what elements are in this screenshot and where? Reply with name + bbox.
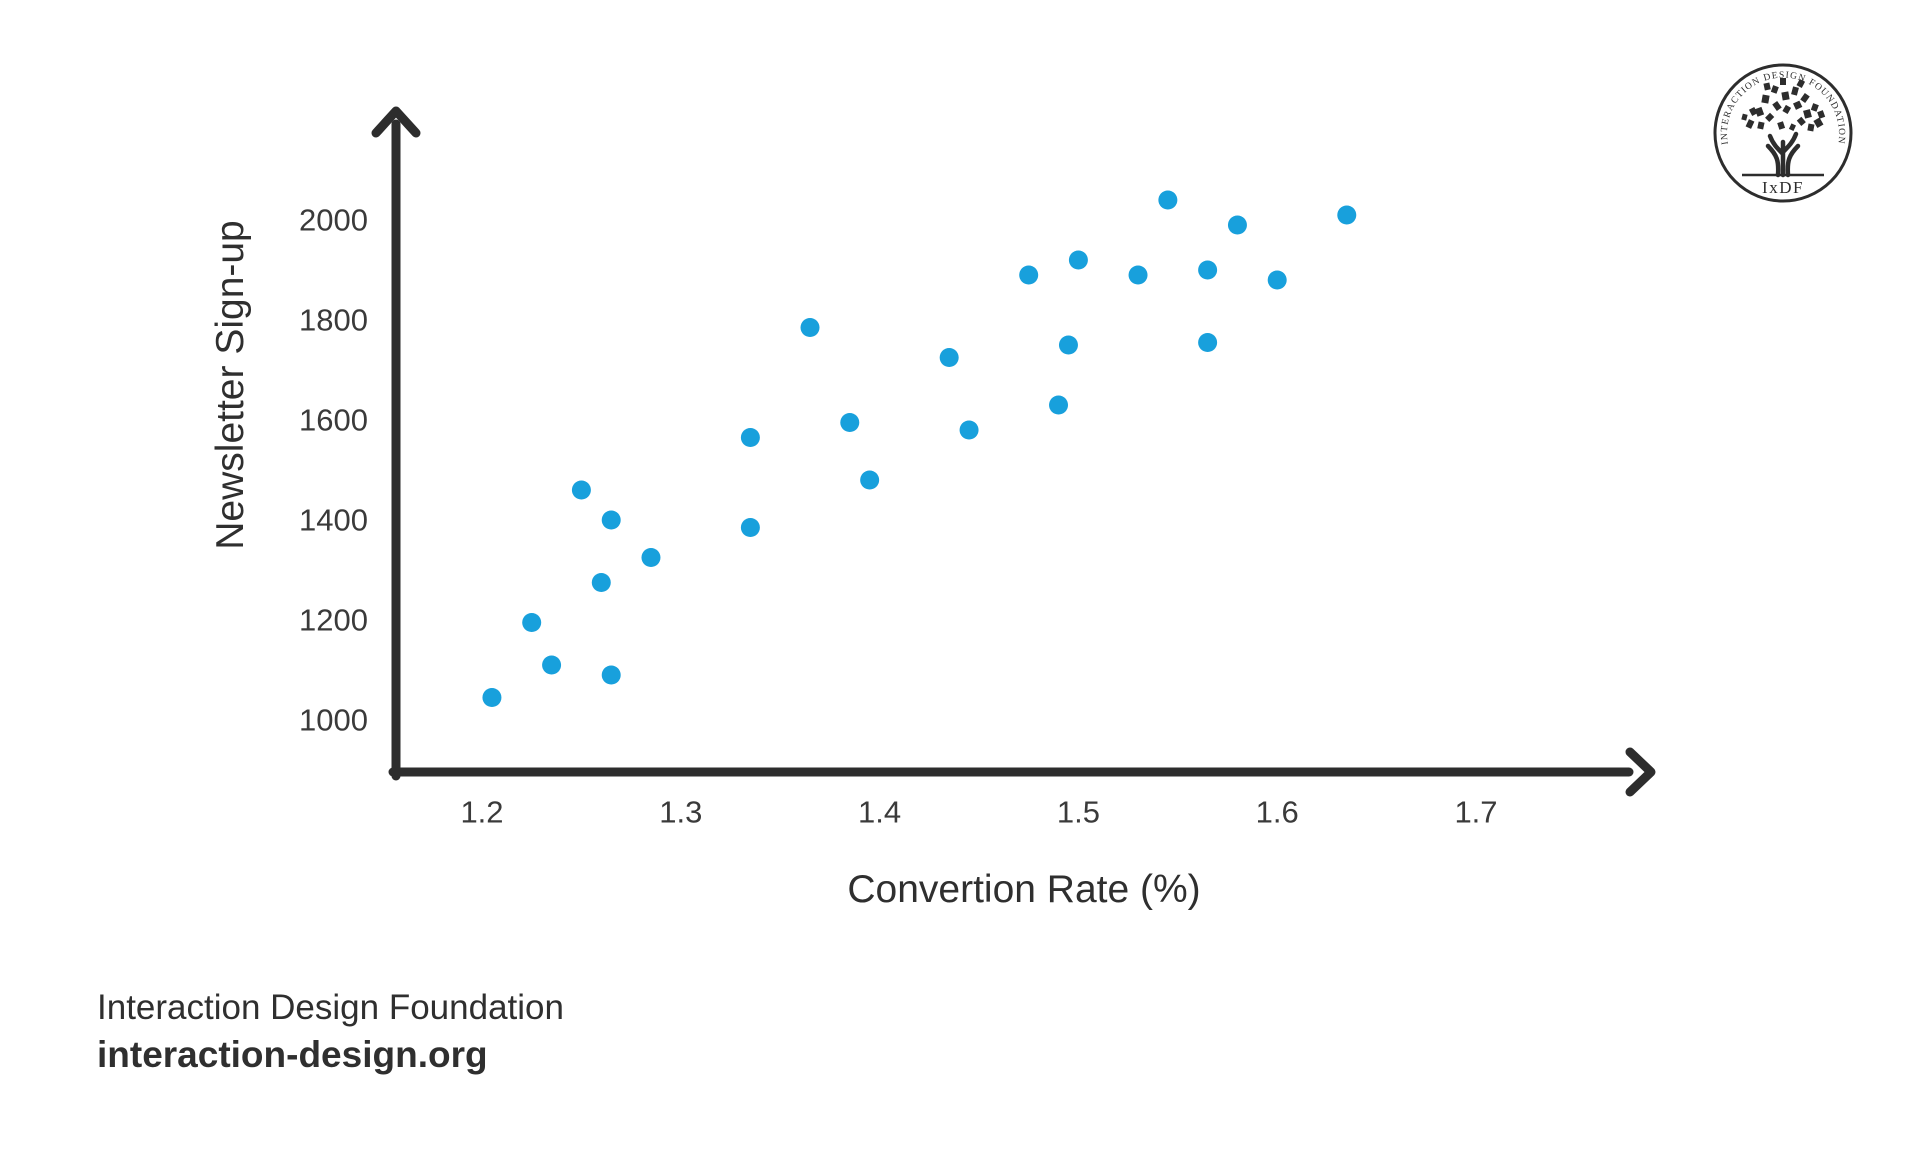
brand-url: interaction-design.org <box>97 1033 488 1075</box>
y-tick-label: 1000 <box>299 703 368 738</box>
y-axis <box>371 106 421 781</box>
x-axis-arrowhead-icon <box>1625 747 1656 797</box>
data-point <box>1198 333 1218 352</box>
y-axis-title: Newsletter Sign-up <box>209 220 252 549</box>
data-point <box>601 510 621 530</box>
brand-name: Interaction Design Foundation <box>97 988 564 1027</box>
data-point <box>591 573 611 592</box>
data-point <box>571 480 591 500</box>
y-axis-tick-labels: 1000 1200 1400 1600 1800 2000 <box>299 203 368 738</box>
data-point <box>1198 260 1218 280</box>
y-tick-label: 1200 <box>299 603 368 638</box>
data-point <box>740 518 760 537</box>
x-axis-title: Convertion Rate (%) <box>847 868 1200 911</box>
data-point <box>1058 335 1078 355</box>
data-point <box>1158 190 1178 210</box>
data-point <box>522 613 542 632</box>
ixdf-logo: INTERACTION DESIGN FOUNDATION <box>1713 63 1853 203</box>
data-point <box>860 470 880 490</box>
x-axis <box>388 747 1656 797</box>
y-axis-arrowhead-icon <box>371 106 421 138</box>
x-tick-label: 1.3 <box>659 795 702 830</box>
x-tick-label: 1.5 <box>1057 795 1100 830</box>
data-point <box>1128 265 1148 285</box>
x-tick-label: 1.7 <box>1454 795 1497 830</box>
data-point <box>939 348 959 367</box>
data-point <box>800 318 820 337</box>
logo-circle <box>1713 63 1853 203</box>
y-tick-label: 1400 <box>299 503 368 538</box>
y-tick-label: 1600 <box>299 403 368 438</box>
data-point <box>641 548 661 567</box>
x-tick-label: 1.4 <box>858 795 901 830</box>
logo-abbr-text: IxDF <box>1762 178 1804 197</box>
data-point <box>1068 250 1088 270</box>
y-tick-label: 2000 <box>299 203 368 238</box>
x-axis-tick-labels: 1.2 1.3 1.4 1.5 1.6 1.7 <box>460 795 1497 830</box>
x-tick-label: 1.6 <box>1256 795 1299 830</box>
y-tick-label: 1800 <box>299 303 368 338</box>
footer-branding: Interaction Design Foundation interactio… <box>97 985 564 1079</box>
data-point <box>959 420 979 440</box>
x-tick-label: 1.2 <box>460 795 503 830</box>
data-point <box>1019 265 1039 285</box>
data-point <box>542 655 562 675</box>
data-point <box>740 428 760 447</box>
data-points <box>482 190 1357 707</box>
data-point <box>601 665 621 685</box>
data-point <box>1267 270 1287 290</box>
tree-icon <box>1741 78 1826 178</box>
data-point <box>840 413 860 432</box>
data-point <box>1227 215 1247 235</box>
data-point <box>1337 205 1357 225</box>
data-point <box>482 688 502 707</box>
data-point <box>1049 395 1069 415</box>
